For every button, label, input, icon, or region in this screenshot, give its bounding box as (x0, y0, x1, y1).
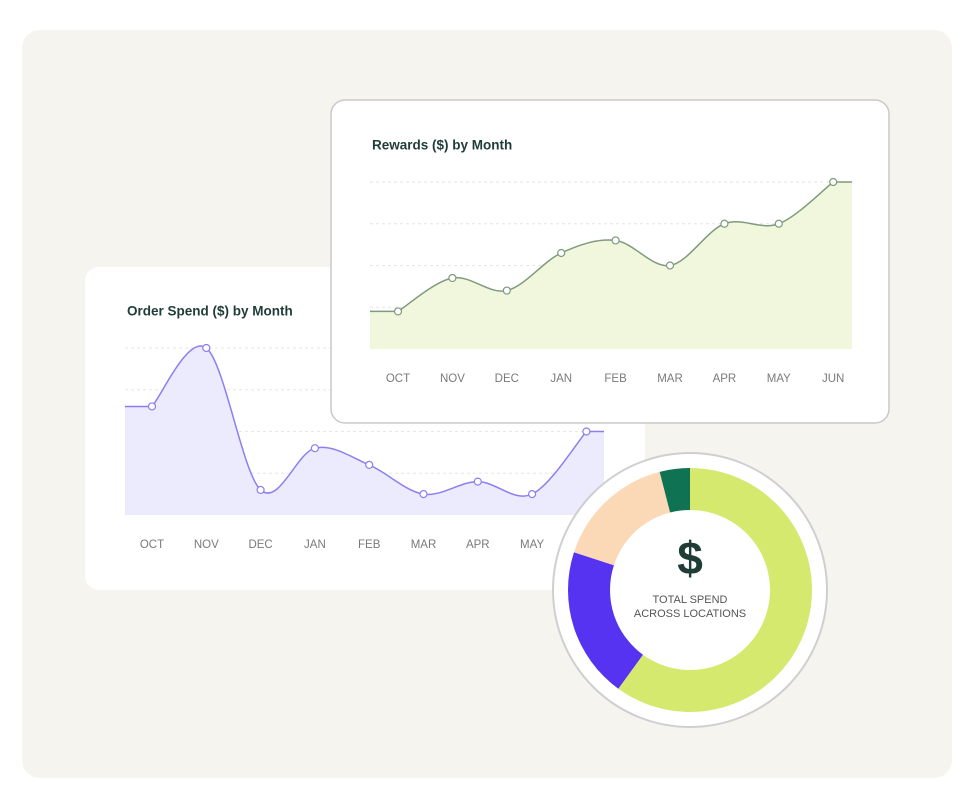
point (720, 219, 729, 228)
point (393, 307, 403, 316)
x-tick-label: MAY (767, 373, 791, 385)
point (448, 273, 457, 283)
point (202, 343, 211, 353)
x-tick-label: FEB (358, 539, 381, 551)
point (256, 485, 265, 495)
area (125, 345, 604, 515)
center-icon: $ (677, 532, 703, 584)
point (527, 490, 537, 499)
donut-card: $ TOTAL SPEND ACROSS LOCATIONS (552, 452, 828, 728)
point (665, 261, 675, 270)
area (370, 182, 852, 349)
x-tick-label: JUN (822, 373, 844, 385)
donut-segment (659, 468, 690, 513)
x-tick-label: APR (466, 539, 490, 551)
x-tick-label: MAR (657, 373, 683, 385)
donut-segment (568, 552, 643, 689)
x-tick-label: JAN (304, 539, 326, 551)
x-tick-label: APR (713, 373, 737, 385)
chart-title: Order Spend ($) by Month (127, 304, 293, 319)
x-tick-label: MAY (520, 539, 544, 551)
x-tick-label: NOV (440, 373, 465, 385)
x-tick-label: MAR (411, 539, 437, 551)
point (611, 236, 620, 245)
point (582, 427, 591, 436)
x-tick-label: NOV (194, 539, 219, 551)
x-tick-label: JAN (550, 373, 572, 385)
point (365, 460, 374, 469)
point (147, 402, 157, 411)
donut-segment (618, 468, 812, 712)
line (125, 345, 604, 497)
center-text: ACROSS LOCATIONS (634, 608, 746, 620)
rewards-card: Rewards ($) by Month OCT NOV DEC JAN FEB MAR AP… (330, 99, 890, 424)
donut-segment (573, 471, 671, 566)
point (419, 490, 428, 499)
x-tick-label: DEC (495, 373, 519, 385)
point (473, 477, 482, 486)
x-tick-label: DEC (248, 539, 272, 551)
x-tick-label: OCT (140, 539, 164, 551)
point (829, 177, 838, 187)
point (557, 248, 566, 258)
point (502, 286, 511, 295)
x-tick-label: OCT (386, 373, 410, 385)
center-text: TOTAL SPEND (653, 594, 728, 606)
point (310, 444, 319, 453)
x-tick-label: FEB (604, 373, 627, 385)
chart-title: Rewards ($) by Month (372, 138, 512, 153)
point (774, 219, 783, 228)
